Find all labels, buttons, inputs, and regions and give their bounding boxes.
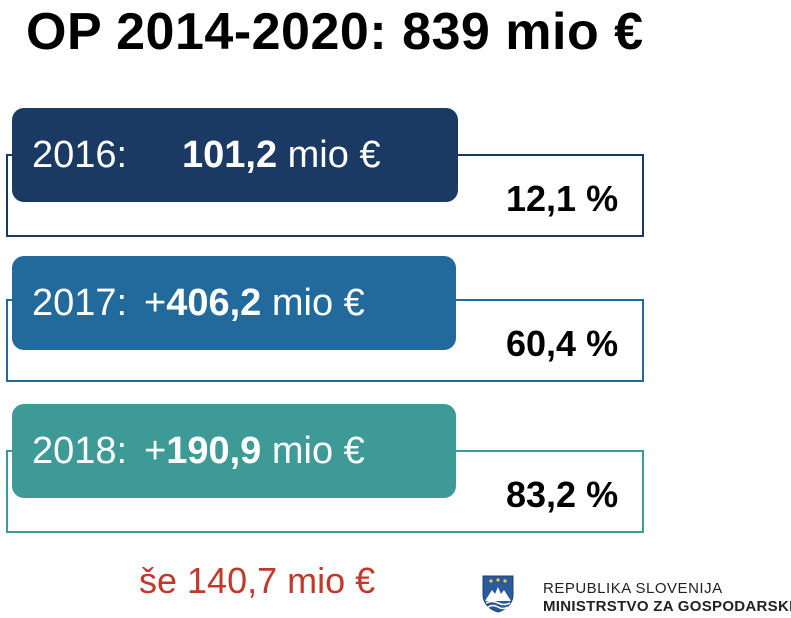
amount-unit: mio € <box>271 429 365 472</box>
slovenia-coat-of-arms-icon <box>482 575 514 613</box>
amount-value: 406,2 <box>166 281 262 324</box>
page-title: OP 2014-2020: 839 mio € <box>26 3 644 61</box>
plus-sign: + <box>144 429 167 472</box>
remaining-amount: še 140,7 mio € <box>139 560 376 601</box>
year-label: 2016: <box>32 133 128 176</box>
plus-sign: + <box>144 281 167 324</box>
percent-value: 60,4 % <box>506 323 619 364</box>
amount-unit: mio € <box>287 133 381 176</box>
ministry-label: REPUBLIKA SLOVENIJA MINISTRSTVO ZA GOSPO… <box>543 580 791 616</box>
amount-unit: mio € <box>271 281 365 324</box>
year-label: 2018: <box>32 429 128 472</box>
year-label: 2017: <box>32 281 128 324</box>
republic-name: REPUBLIKA SLOVENIJA <box>543 580 723 597</box>
amount-value: 101,2 <box>182 133 278 176</box>
percent-value: 83,2 % <box>506 474 619 515</box>
percent-value: 12,1 % <box>506 178 619 219</box>
year-amount-box: 2018: + 190,9 mio € <box>12 404 456 498</box>
year-amount-box: 2017: + 406,2 mio € <box>12 256 456 350</box>
year-amount-box: 2016: 101,2 mio € <box>12 108 458 202</box>
ministry-name: MINISTRSTVO ZA GOSPODARSKI <box>543 598 791 615</box>
amount-value: 190,9 <box>166 429 262 472</box>
